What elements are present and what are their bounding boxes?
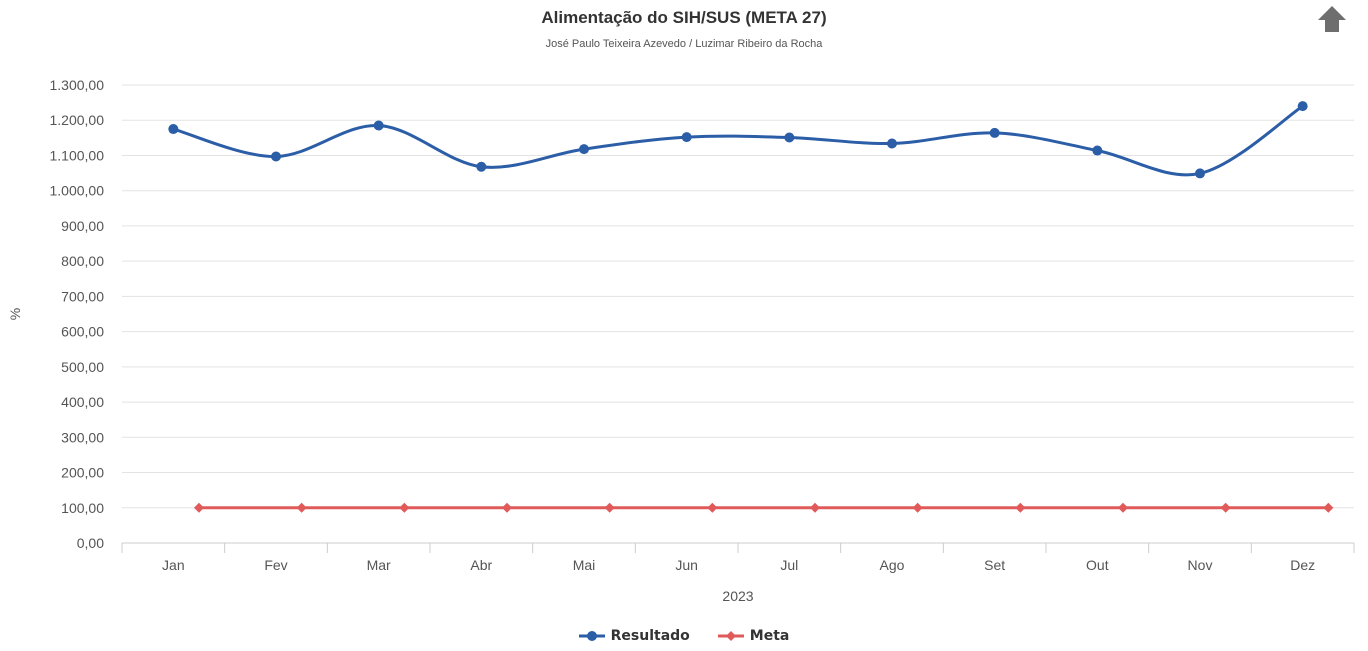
x-tick-label: Mai — [573, 557, 596, 573]
y-tick-label: 0,00 — [77, 535, 104, 551]
y-tick-label: 800,00 — [61, 253, 104, 269]
point-resultado — [373, 120, 384, 131]
x-tick-label: Mar — [367, 557, 391, 573]
point-meta — [502, 502, 512, 513]
point-resultado — [168, 124, 179, 135]
point-resultado — [681, 132, 692, 143]
legend: Resultado Meta — [0, 628, 1368, 644]
y-tick-label: 300,00 — [61, 429, 104, 445]
legend-item-resultado[interactable]: Resultado — [578, 628, 690, 644]
point-resultado — [271, 151, 281, 162]
home-button[interactable] — [1316, 4, 1348, 34]
point-meta — [194, 502, 204, 513]
point-resultado — [1297, 101, 1308, 112]
y-tick-label: 900,00 — [61, 218, 104, 234]
point-resultado — [1195, 168, 1205, 179]
x-tick-label: Jul — [780, 557, 798, 573]
x-tick-label: Dez — [1290, 557, 1315, 573]
point-resultado — [784, 132, 795, 143]
x-tick-label: Jun — [675, 557, 698, 573]
x-tick-label: Nov — [1188, 557, 1213, 573]
chart-title: Alimentação do SIH/SUS (META 27) — [541, 8, 827, 27]
point-meta — [1323, 502, 1334, 513]
point-resultado — [1092, 145, 1103, 156]
point-resultado — [476, 161, 487, 172]
y-tick-label: 100,00 — [61, 500, 104, 516]
x-tick-label: Fev — [264, 557, 287, 573]
legend-label-meta: Meta — [749, 628, 790, 644]
y-tick-label: 1.200,00 — [50, 112, 105, 128]
y-tick-label: 1.000,00 — [50, 183, 105, 199]
y-tick-label: 200,00 — [61, 465, 104, 481]
point-meta — [1118, 502, 1128, 513]
legend-marker-meta — [717, 631, 744, 641]
x-tick-label: Out — [1086, 557, 1109, 573]
point-meta — [1220, 502, 1231, 513]
point-meta — [810, 502, 820, 513]
point-meta — [912, 502, 923, 513]
point-meta — [399, 502, 410, 513]
y-axis-title: % — [7, 308, 23, 320]
y-tick-label: 500,00 — [61, 359, 104, 375]
chart-subtitle: José Paulo Teixeira Azevedo / Luzimar Ri… — [545, 38, 823, 50]
point-meta — [707, 502, 718, 513]
y-tick-label: 700,00 — [61, 288, 104, 304]
legend-marker-resultado — [578, 631, 605, 641]
point-resultado — [579, 144, 589, 155]
legend-item-meta[interactable]: Meta — [717, 628, 790, 644]
legend-label-resultado: Resultado — [610, 628, 690, 644]
y-tick-label: 1.300,00 — [50, 77, 105, 93]
x-tick-label: Set — [984, 557, 1005, 573]
x-axis-title: 2023 — [722, 588, 753, 604]
point-meta — [296, 502, 307, 513]
series-line-resultado — [172, 104, 1304, 177]
point-resultado — [887, 138, 897, 149]
y-tick-label: 600,00 — [61, 324, 104, 340]
x-tick-label: Jan — [162, 557, 185, 573]
x-tick-label: Ago — [880, 557, 905, 573]
point-meta — [604, 502, 615, 513]
y-tick-label: 1.100,00 — [50, 147, 105, 163]
point-meta — [1015, 502, 1026, 513]
x-tick-label: Abr — [470, 557, 492, 573]
y-tick-label: 400,00 — [61, 394, 104, 410]
point-resultado — [989, 127, 1000, 138]
home-arrow-icon — [1318, 6, 1346, 32]
